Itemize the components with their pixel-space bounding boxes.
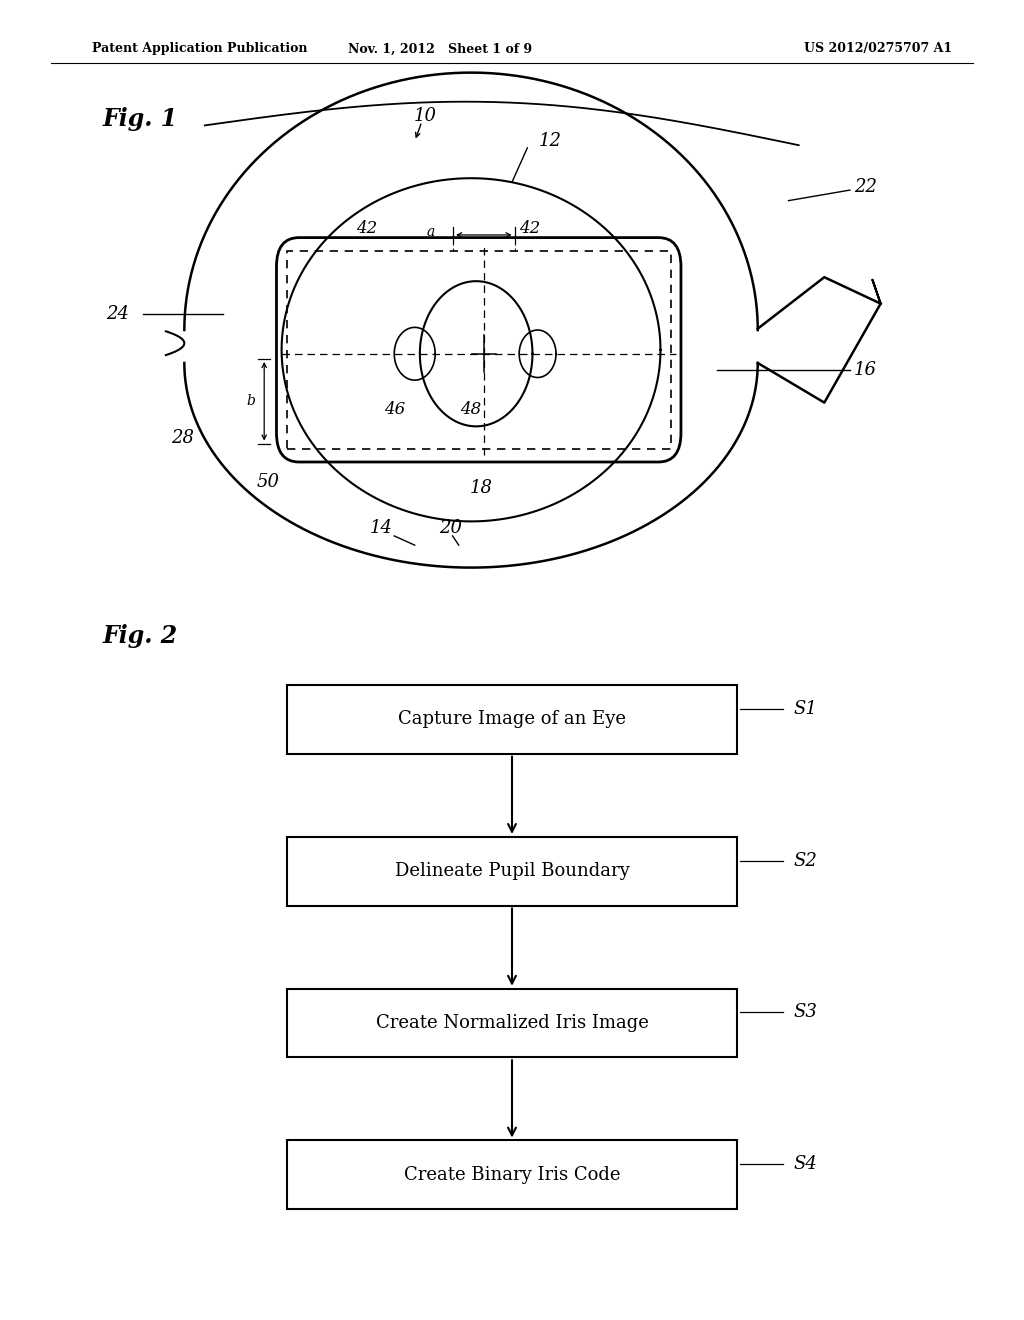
Text: 50: 50 bbox=[257, 473, 280, 491]
Text: 16: 16 bbox=[854, 360, 877, 379]
Bar bbox=[287, 1140, 737, 1209]
Text: 22: 22 bbox=[854, 178, 877, 197]
Text: 42: 42 bbox=[519, 220, 540, 236]
Text: Nov. 1, 2012   Sheet 1 of 9: Nov. 1, 2012 Sheet 1 of 9 bbox=[348, 42, 532, 55]
Text: 10: 10 bbox=[414, 107, 436, 125]
Bar bbox=[287, 685, 737, 754]
Text: Delineate Pupil Boundary: Delineate Pupil Boundary bbox=[394, 862, 630, 880]
Text: S2: S2 bbox=[794, 851, 817, 870]
Bar bbox=[287, 989, 737, 1057]
Text: S3: S3 bbox=[794, 1003, 817, 1022]
Text: 14: 14 bbox=[370, 519, 392, 537]
Text: Fig. 1: Fig. 1 bbox=[102, 107, 177, 131]
Text: b: b bbox=[247, 395, 255, 408]
Text: Fig. 2: Fig. 2 bbox=[102, 624, 177, 648]
Text: 18: 18 bbox=[470, 479, 493, 498]
Text: 24: 24 bbox=[106, 305, 129, 323]
Text: Create Normalized Iris Image: Create Normalized Iris Image bbox=[376, 1014, 648, 1032]
Text: US 2012/0275707 A1: US 2012/0275707 A1 bbox=[804, 42, 952, 55]
Text: S4: S4 bbox=[794, 1155, 817, 1173]
Text: 12: 12 bbox=[539, 132, 561, 150]
Text: 20: 20 bbox=[439, 519, 462, 537]
Bar bbox=[287, 251, 671, 449]
Text: Create Binary Iris Code: Create Binary Iris Code bbox=[403, 1166, 621, 1184]
Text: 46: 46 bbox=[384, 401, 404, 417]
Text: Capture Image of an Eye: Capture Image of an Eye bbox=[398, 710, 626, 729]
Text: 42: 42 bbox=[356, 220, 377, 236]
Bar bbox=[287, 837, 737, 906]
Text: 48: 48 bbox=[461, 401, 481, 417]
Text: 28: 28 bbox=[171, 429, 194, 447]
Text: S1: S1 bbox=[794, 700, 817, 718]
Text: Patent Application Publication: Patent Application Publication bbox=[92, 42, 307, 55]
Text: a: a bbox=[426, 226, 435, 239]
